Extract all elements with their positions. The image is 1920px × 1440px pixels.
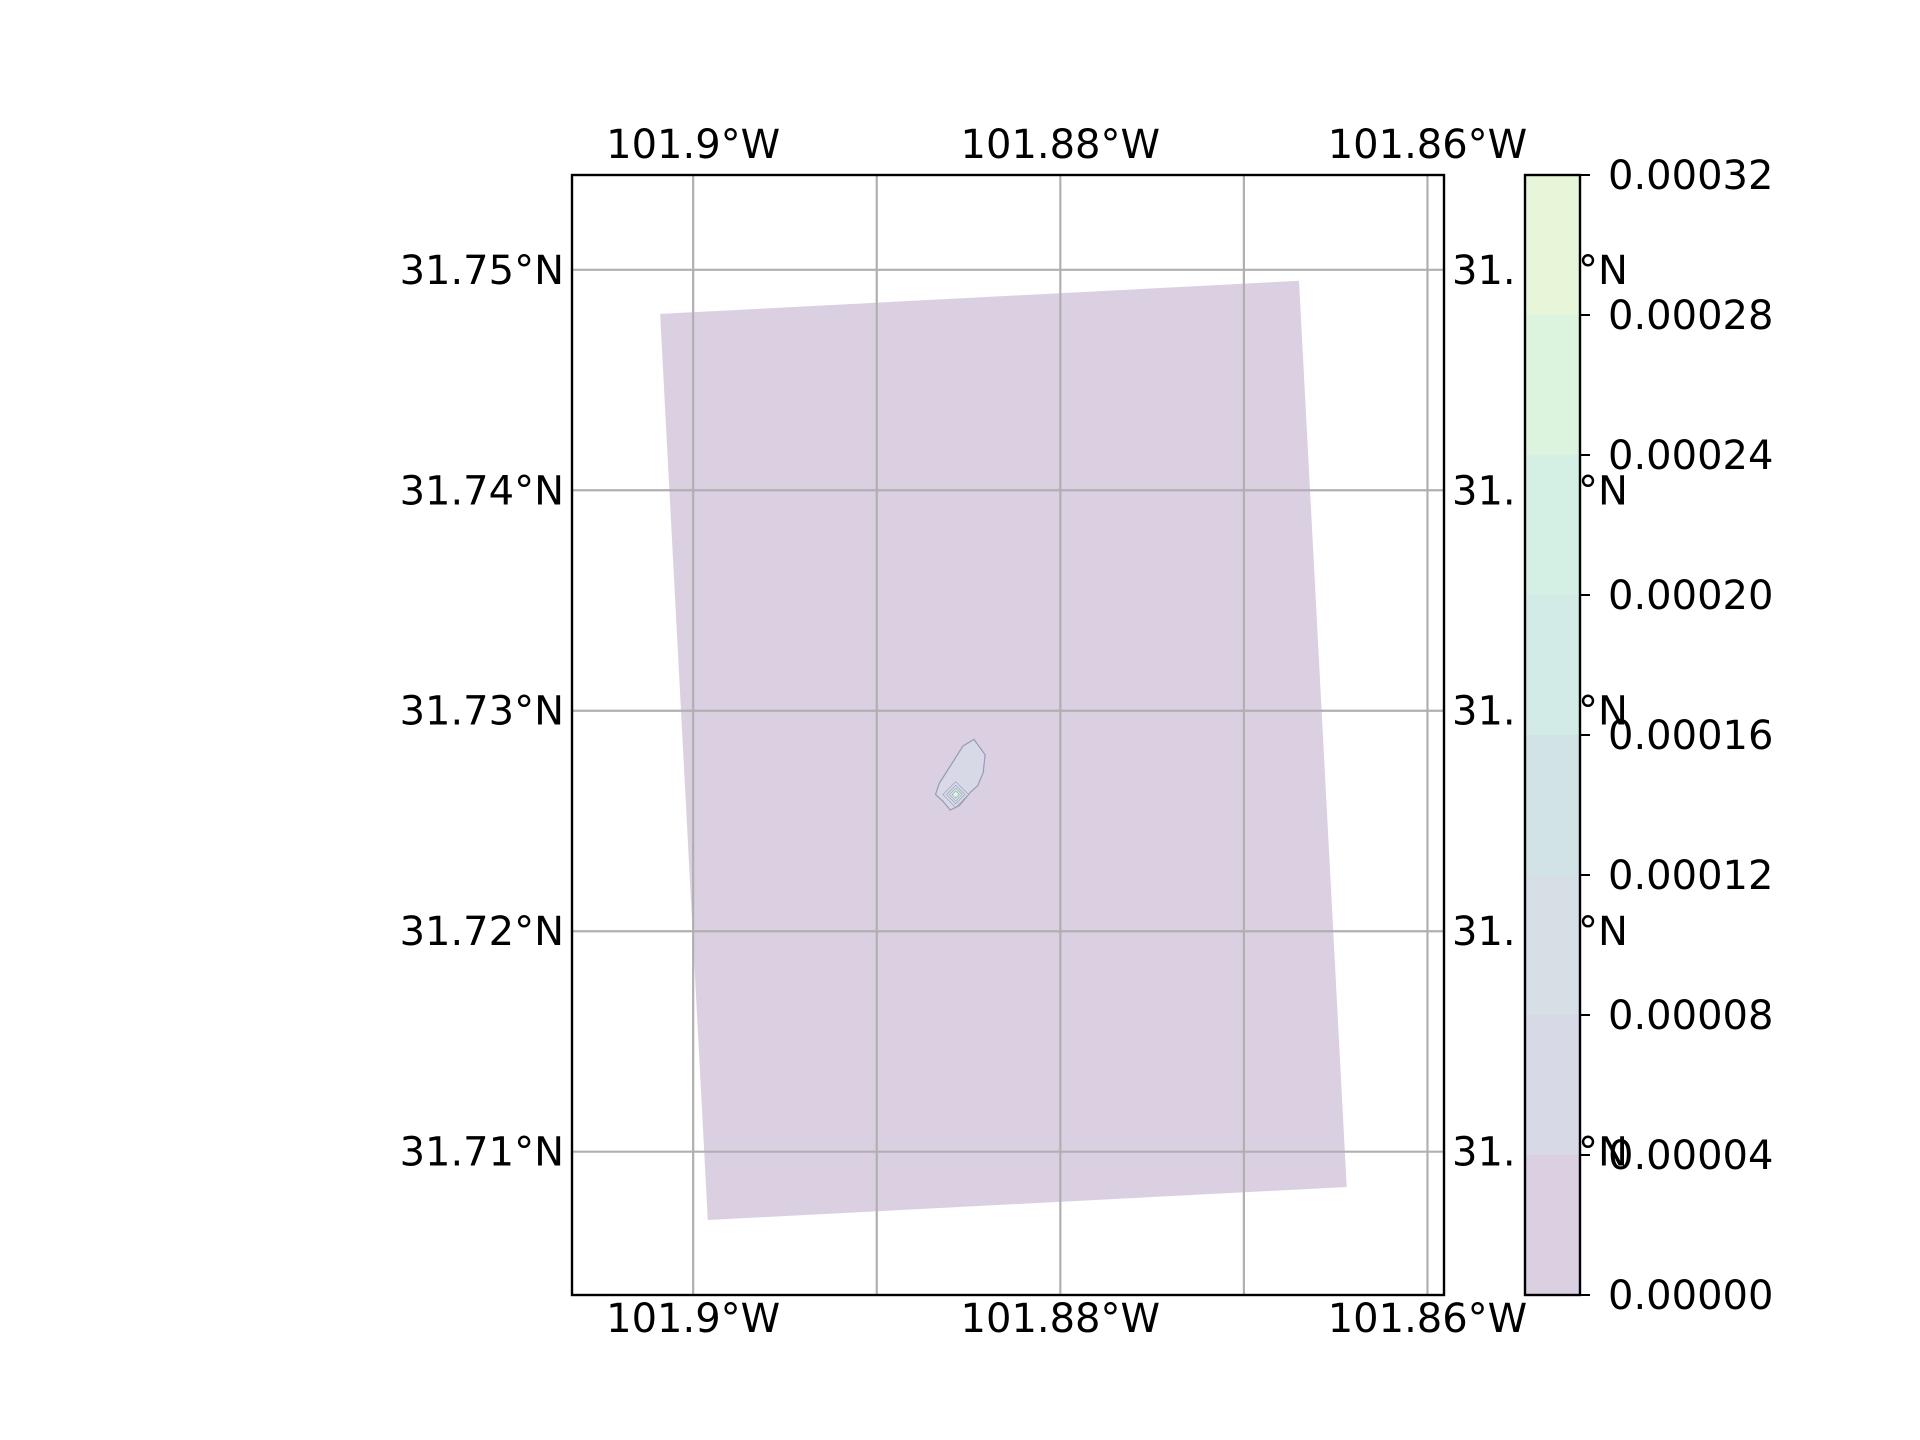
y-tick-label-left: 31.72°N [400, 909, 564, 955]
y-tick-label-right: °N [1578, 1130, 1628, 1176]
y-tick-label-right: 31. [1452, 909, 1516, 955]
y-tick-label-right: 31. [1452, 468, 1516, 514]
y-tick-label-left: 31.74°N [400, 468, 564, 514]
x-tick-label-top: 101.86°W [1328, 122, 1528, 168]
axis-tick-labels: 101.9°W 101.9°W 101.88°W 101.88°W 101.86°W 10… [400, 122, 1628, 1342]
y-tick-label-right: 31. [1452, 1130, 1516, 1176]
colorbar-tick-label: 0.00028 [1608, 293, 1773, 339]
colorbar: 0.00000 0.00004 0.00008 0.00012 0.00016 0.000… [1523, 153, 1773, 1319]
colorbar-segment [1525, 455, 1580, 595]
colorbar-segment [1525, 315, 1580, 455]
x-tick-label-bottom: 101.9°W [606, 1296, 780, 1342]
y-tick-label-right: °N [1578, 248, 1628, 294]
plume-peak [953, 792, 958, 797]
colorbar-tick-label: 0.00012 [1608, 853, 1773, 899]
colorbar-tick-label: 0.00032 [1608, 153, 1773, 199]
colorbar-segment [1525, 1155, 1580, 1295]
y-tick-label-right: 31. [1452, 248, 1516, 294]
y-tick-label-left: 31.75°N [400, 248, 564, 294]
colorbar-tick-label: 0.00020 [1608, 573, 1773, 619]
y-tick-label-left: 31.71°N [400, 1130, 564, 1176]
colorbar-tick-label: 0.00004 [1608, 1133, 1773, 1179]
y-tick-label-right: °N [1578, 468, 1628, 514]
colorbar-segment [1525, 875, 1580, 1015]
x-tick-label-top: 101.9°W [606, 122, 780, 168]
colorbar-segment [1525, 735, 1580, 875]
y-tick-label-right: °N [1578, 689, 1628, 735]
colorbar-segment [1525, 175, 1580, 315]
colorbar-tick-label: 0.00008 [1608, 993, 1773, 1039]
colorbar-tick-label: 0.00000 [1608, 1273, 1773, 1319]
x-tick-label-bottom: 101.86°W [1328, 1296, 1528, 1342]
data-domain-fill [660, 280, 1347, 1220]
x-tick-label-top: 101.88°W [961, 122, 1161, 168]
x-tick-label-bottom: 101.88°W [961, 1296, 1161, 1342]
y-tick-label-right: 31. [1452, 689, 1516, 735]
y-tick-label-right: °N [1578, 909, 1628, 955]
colorbar-tick-label: 0.00016 [1608, 713, 1773, 759]
colorbar-tick-label: 0.00024 [1608, 433, 1773, 479]
map-area [572, 175, 1444, 1295]
colorbar-segment [1525, 595, 1580, 735]
colorbar-segment [1525, 1015, 1580, 1155]
map-frame [570, 173, 1446, 1297]
y-tick-label-left: 31.73°N [400, 689, 564, 735]
